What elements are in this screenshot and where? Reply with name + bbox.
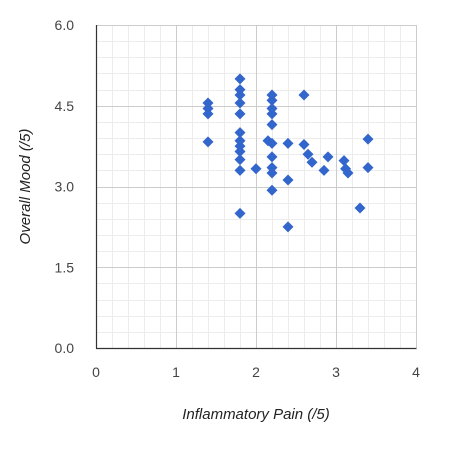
y-tick-label: 3.0 (55, 179, 75, 195)
data-point (306, 156, 318, 168)
data-point (266, 167, 278, 179)
data-point (302, 148, 314, 160)
data-point (266, 151, 278, 163)
data-point (266, 94, 278, 106)
y-tick-label: 4.5 (55, 98, 75, 114)
x-tick-label: 4 (412, 364, 420, 380)
data-point (282, 221, 294, 233)
x-tick-labels: 0 1 2 3 4 (92, 364, 420, 380)
data-point (322, 151, 334, 163)
data-points (202, 73, 374, 233)
x-axis-title: Inflammatory Pain (/5) (182, 406, 330, 423)
data-point (266, 119, 278, 131)
data-point (282, 137, 294, 149)
data-point (298, 139, 310, 151)
data-point (234, 97, 246, 109)
y-tick-labels: 0.0 1.5 3.0 4.5 6.0 (55, 17, 75, 356)
data-point (342, 167, 354, 179)
x-tick-label: 2 (252, 364, 260, 380)
data-point (354, 202, 366, 214)
data-point (266, 137, 278, 149)
y-tick-label: 0.0 (55, 340, 75, 356)
data-point (234, 154, 246, 166)
data-point (202, 108, 214, 120)
data-point (234, 89, 246, 101)
x-tick-label: 1 (172, 364, 180, 380)
data-point (234, 164, 246, 176)
data-point (338, 155, 350, 167)
data-point (282, 174, 294, 186)
data-point (318, 164, 330, 176)
data-point (202, 136, 214, 148)
data-point (250, 163, 262, 175)
axes (95, 25, 417, 350)
data-point (234, 108, 246, 120)
y-tick-label: 1.5 (55, 259, 75, 275)
data-point (362, 133, 374, 145)
data-point (234, 146, 246, 158)
y-axis-title: Overall Mood (/5) (17, 129, 34, 245)
data-point (234, 207, 246, 219)
y-tick-label: 6.0 (55, 17, 75, 33)
data-point (234, 127, 246, 139)
x-tick-label: 3 (332, 364, 340, 380)
x-tick-label: 0 (92, 364, 100, 380)
data-point (266, 108, 278, 120)
data-point (234, 73, 246, 85)
data-point (298, 89, 310, 101)
data-point (266, 184, 278, 196)
data-point (362, 162, 374, 174)
